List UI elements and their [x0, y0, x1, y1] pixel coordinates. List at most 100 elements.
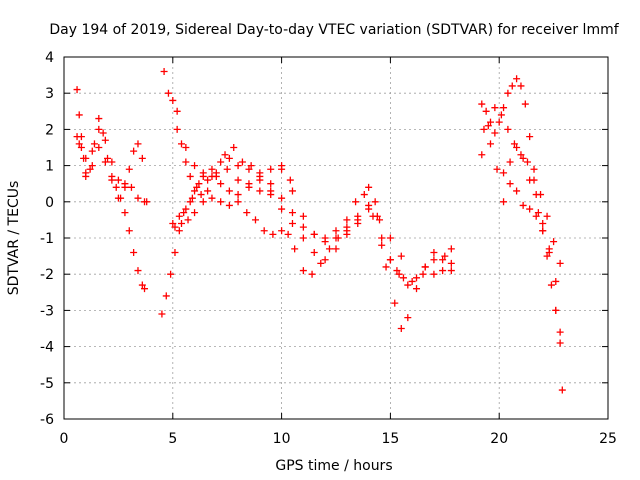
data-point: [343, 216, 351, 224]
data-point: [121, 209, 129, 217]
data-point: [223, 165, 231, 173]
data-point: [167, 270, 175, 278]
x-tick-label: 25: [599, 431, 617, 447]
data-point: [121, 180, 129, 188]
data-point: [171, 223, 179, 231]
data-point: [225, 187, 233, 195]
data-point: [75, 140, 83, 148]
data-point: [182, 158, 190, 166]
data-point: [269, 230, 277, 238]
data-point: [234, 162, 242, 170]
data-point: [354, 220, 362, 228]
data-point: [486, 118, 494, 126]
y-tick-label: -6: [40, 412, 54, 428]
data-point: [386, 234, 394, 242]
data-point: [217, 180, 225, 188]
data-point: [182, 144, 190, 151]
data-point: [188, 194, 196, 202]
data-point: [343, 230, 351, 238]
data-point: [506, 180, 514, 188]
data-point: [175, 212, 183, 220]
data-point: [419, 270, 427, 278]
data-point: [517, 82, 525, 90]
data-point: [158, 310, 166, 318]
data-point: [90, 140, 98, 148]
data-point: [160, 67, 168, 75]
y-tick-label: 3: [45, 86, 54, 102]
data-point: [267, 180, 275, 188]
data-point: [299, 212, 307, 220]
data-point: [101, 136, 109, 144]
data-point: [547, 281, 555, 289]
data-point: [395, 270, 403, 278]
y-tick-label: -1: [40, 231, 54, 247]
data-point: [543, 212, 551, 220]
data-point: [234, 176, 242, 184]
data-point: [532, 212, 540, 220]
data-point: [513, 75, 521, 83]
y-tick-label: -4: [40, 340, 54, 356]
y-tick-label: -2: [40, 267, 54, 283]
data-point: [95, 144, 103, 151]
data-point: [430, 256, 438, 264]
data-point: [397, 325, 405, 332]
x-tick-label: 5: [168, 431, 177, 447]
data-point: [217, 198, 225, 206]
data-point: [141, 198, 149, 206]
data-point: [267, 165, 275, 173]
data-point: [267, 191, 275, 199]
data-point: [332, 245, 340, 253]
data-point: [99, 129, 107, 137]
x-tick-label: 0: [60, 431, 69, 447]
data-point: [354, 212, 362, 220]
data-point: [134, 267, 142, 275]
data-point: [430, 248, 438, 256]
y-axis-label: SDTVAR / TECUs: [6, 181, 22, 296]
data-point: [510, 140, 518, 148]
series-arc-5: [158, 154, 407, 318]
data-point: [550, 238, 558, 246]
data-point: [317, 259, 325, 267]
data-point: [517, 151, 525, 159]
data-point: [343, 223, 351, 231]
data-point: [291, 245, 299, 253]
data-point: [173, 107, 181, 115]
data-point: [478, 151, 486, 159]
data-point: [556, 328, 564, 336]
data-point: [199, 169, 207, 177]
data-point: [234, 191, 242, 199]
data-point: [225, 201, 233, 209]
data-point: [504, 125, 512, 133]
data-point: [497, 111, 505, 119]
data-point: [526, 205, 534, 213]
data-point: [526, 176, 534, 184]
data-point: [288, 187, 296, 195]
data-point: [495, 118, 503, 126]
data-point: [208, 194, 216, 202]
data-point: [114, 176, 122, 184]
data-point: [288, 220, 296, 228]
grid: [64, 57, 608, 419]
data-point: [178, 140, 186, 148]
x-axis-label: GPS time / hours: [275, 458, 392, 474]
data-point: [539, 227, 547, 235]
data-point: [221, 151, 229, 159]
data-point: [130, 248, 138, 256]
data-point: [545, 245, 553, 253]
series-arc-11: [480, 125, 566, 394]
data-point: [486, 140, 494, 148]
data-point: [178, 220, 186, 228]
data-point: [114, 194, 122, 202]
data-point: [447, 267, 455, 275]
data-point: [369, 212, 377, 220]
data-point: [247, 162, 255, 170]
data-point: [175, 227, 183, 235]
data-point: [141, 285, 149, 293]
data-point: [162, 292, 170, 300]
data-point: [208, 165, 216, 173]
data-point: [182, 205, 190, 213]
data-point: [125, 227, 133, 235]
data-point: [500, 198, 508, 206]
data-point: [447, 245, 455, 253]
